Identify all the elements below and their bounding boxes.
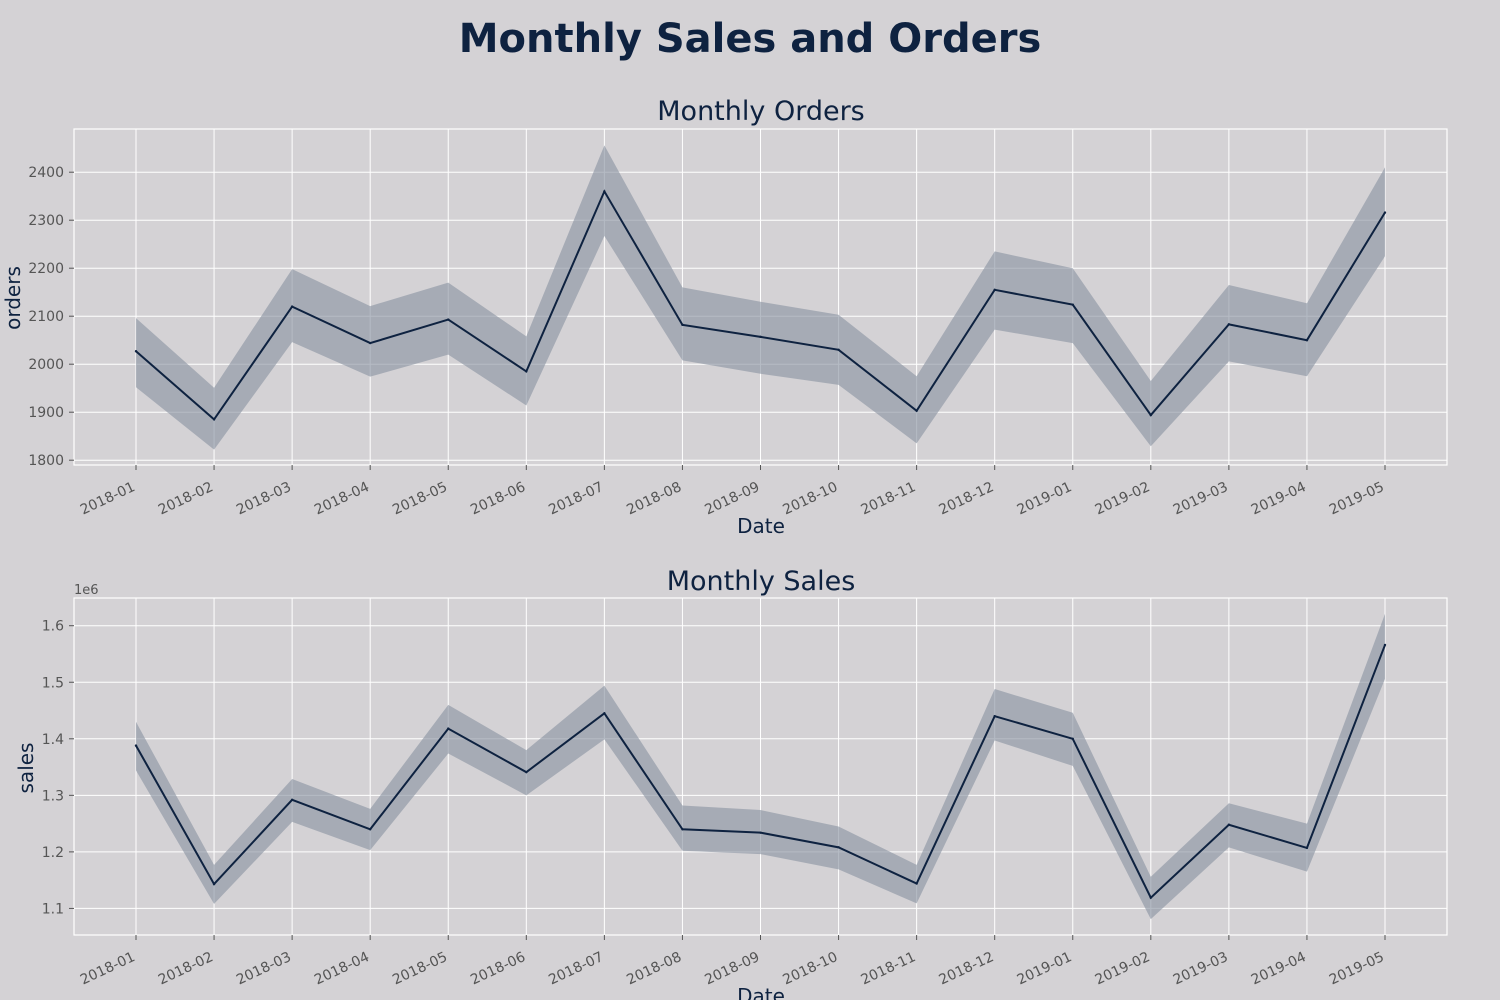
sales-y-offset-label: 1e6: [74, 583, 99, 598]
data-point: [290, 798, 294, 802]
data-point: [368, 341, 372, 345]
x-tick-label: 2018-01: [78, 949, 138, 988]
x-tick-label: 2019-05: [1327, 479, 1387, 518]
data-point: [915, 409, 918, 412]
y-tick-label: 2100: [28, 309, 64, 325]
data-point: [1227, 323, 1231, 326]
x-tick-label: 2019-05: [1327, 949, 1387, 988]
data-point: [837, 846, 840, 849]
x-tick-label: 2018-07: [546, 949, 606, 988]
data-point: [447, 727, 450, 730]
data-point: [993, 288, 996, 291]
x-tick-label: 2019-04: [1249, 479, 1309, 518]
x-tick-label: 2018-10: [780, 949, 840, 988]
x-tick-label: 2018-09: [702, 949, 762, 988]
x-tick-label: 2018-12: [937, 949, 997, 988]
sales-y-axis-label: sales: [14, 743, 38, 794]
x-tick-label: 2019-03: [1171, 949, 1231, 988]
x-tick-label: 2018-03: [234, 949, 294, 988]
data-point: [603, 190, 606, 193]
data-point: [134, 350, 138, 353]
data-point: [368, 828, 372, 831]
data-point: [759, 831, 762, 834]
x-tick-label: 2018-07: [546, 479, 606, 518]
x-tick-label: 2018-01: [78, 479, 138, 518]
y-tick-label: 1800: [28, 453, 64, 469]
data-point: [134, 744, 138, 747]
x-tick-label: 2018-11: [859, 479, 919, 518]
orders-y-ticks: 1800 1900 2000 2100 2200 2300 2400: [28, 165, 74, 469]
data-point: [681, 828, 684, 831]
data-point: [1071, 303, 1074, 306]
x-tick-label: 2018-11: [859, 949, 919, 988]
x-tick-label: 2019-02: [1093, 949, 1153, 988]
sales-y-ticks: 1.1 1.2 1.3 1.4 1.5 1.6: [42, 619, 74, 917]
orders-chart-title: Monthly Orders: [657, 96, 864, 127]
y-tick-label: 1.4: [42, 732, 64, 748]
data-point: [915, 882, 918, 885]
data-point: [1149, 413, 1153, 417]
x-tick-label: 2018-05: [390, 479, 450, 518]
data-point: [290, 305, 294, 308]
data-point: [993, 714, 996, 718]
x-tick-label: 2018-06: [468, 479, 528, 518]
orders-x-axis-label: Date: [737, 514, 785, 538]
data-point: [1383, 643, 1387, 647]
data-point: [447, 318, 450, 321]
data-point: [603, 712, 606, 715]
orders-y-axis-label: orders: [1, 266, 25, 330]
data-point: [1383, 211, 1387, 214]
data-point: [1071, 737, 1074, 740]
x-tick-label: 2018-09: [702, 479, 762, 518]
sales-x-ticks: 2018-01 2018-02 2018-03 2018-04 2018-05 2018-…: [78, 935, 1387, 988]
sales-points: [134, 643, 1387, 899]
y-tick-label: 2200: [28, 261, 64, 277]
y-tick-label: 1.6: [42, 619, 64, 635]
x-tick-label: 2019-04: [1249, 949, 1309, 988]
x-tick-label: 2018-10: [780, 479, 840, 518]
x-tick-label: 2018-03: [234, 479, 294, 518]
x-tick-label: 2018-04: [312, 949, 372, 988]
y-tick-label: 1.1: [42, 901, 64, 917]
sales-chart: Monthly Sales 1.1 1.2 1.3 1.4 1.5 1.6 2018-01…: [14, 566, 1448, 1000]
data-point: [1305, 846, 1309, 850]
orders-x-ticks: 2018-01 2018-02 2018-03 2018-04 2018-05 2018-…: [78, 465, 1387, 518]
x-tick-label: 2018-12: [937, 479, 997, 518]
data-point: [212, 882, 216, 886]
x-tick-label: 2019-01: [1015, 949, 1075, 988]
sales-chart-title: Monthly Sales: [667, 566, 856, 597]
x-tick-label: 2018-02: [156, 479, 216, 518]
orders-points: [134, 190, 1387, 421]
orders-chart: Monthly Orders 1800 1900 2000 2100 2200 2300 2…: [1, 96, 1448, 538]
data-point: [759, 335, 762, 339]
y-tick-label: 2300: [28, 213, 64, 229]
x-tick-label: 2018-08: [624, 949, 684, 988]
y-tick-label: 1900: [28, 405, 64, 421]
data-point: [212, 418, 216, 421]
y-tick-label: 2400: [28, 165, 64, 181]
y-tick-label: 1.3: [42, 788, 64, 804]
data-point: [837, 348, 840, 351]
x-tick-label: 2018-08: [624, 479, 684, 518]
data-point: [1305, 339, 1309, 342]
figure-title: Monthly Sales and Orders: [459, 16, 1042, 62]
data-point: [1149, 896, 1153, 899]
data-point: [525, 770, 528, 774]
x-tick-label: 2018-04: [312, 479, 372, 518]
data-point: [1227, 823, 1231, 826]
y-tick-label: 2000: [28, 357, 64, 373]
x-tick-label: 2018-02: [156, 949, 216, 988]
x-tick-label: 2019-02: [1093, 479, 1153, 518]
x-tick-label: 2019-01: [1015, 479, 1075, 518]
y-tick-label: 1.5: [42, 675, 64, 691]
data-point: [525, 370, 528, 373]
data-point: [681, 323, 684, 327]
y-tick-label: 1.2: [42, 845, 64, 861]
x-tick-label: 2019-03: [1171, 479, 1231, 518]
sales-x-axis-label: Date: [737, 984, 785, 1000]
x-tick-label: 2018-05: [390, 949, 450, 988]
x-tick-label: 2018-06: [468, 949, 528, 988]
